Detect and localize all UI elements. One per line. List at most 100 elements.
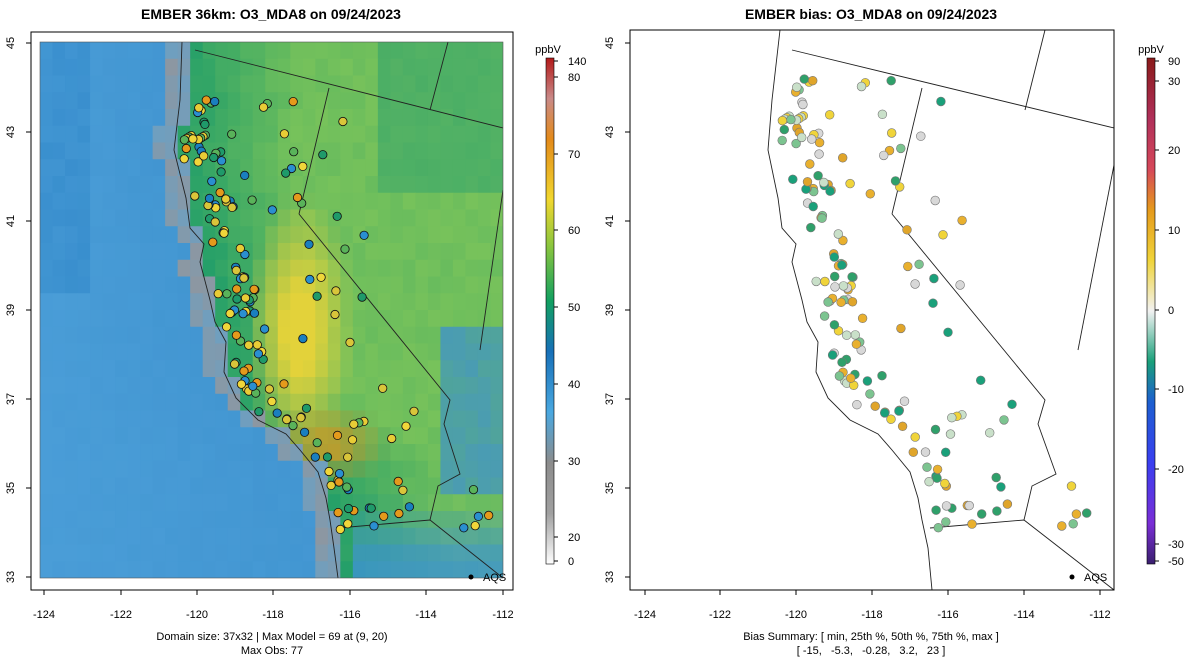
grid-cell <box>77 544 91 562</box>
grid-cell <box>227 544 241 562</box>
grid-cell <box>177 92 191 110</box>
grid-cell <box>290 58 304 77</box>
bias-marker <box>967 519 977 529</box>
grid-cell <box>465 176 479 194</box>
grid-cell <box>115 226 129 244</box>
grid-cell <box>465 259 479 278</box>
grid-cell <box>127 494 141 512</box>
grid-cell <box>202 444 216 462</box>
grid-cell <box>427 259 442 278</box>
grid-cell <box>290 527 304 546</box>
grid-cell <box>115 544 129 562</box>
grid-cell <box>252 561 266 578</box>
bias-marker <box>847 297 858 307</box>
grid-cell <box>165 259 179 278</box>
grid-cell <box>327 343 341 361</box>
grid-cell <box>452 92 467 110</box>
bias-marker <box>938 230 948 240</box>
grid-cell <box>365 159 379 177</box>
grid-cell <box>452 75 467 93</box>
y-tick-label: 41 <box>5 215 17 227</box>
grid-cell <box>165 360 179 378</box>
grid-cell <box>52 109 66 127</box>
grid-cell <box>52 310 66 328</box>
bias-marker <box>932 464 943 475</box>
grid-cell <box>140 259 154 278</box>
state-boundaries-left <box>173 42 503 578</box>
grid-cell <box>240 58 254 77</box>
grid-cell <box>302 410 316 428</box>
left-plot-border <box>30 31 514 591</box>
bias-marker <box>865 389 875 399</box>
grid-cell <box>365 561 379 578</box>
grid-cell <box>490 42 503 60</box>
grid-cell <box>115 527 129 546</box>
grid-cell <box>190 377 204 395</box>
grid-cell <box>215 477 229 495</box>
grid-cell <box>65 360 79 378</box>
site-marker <box>240 170 250 180</box>
grid-cell <box>440 142 454 160</box>
grid-cell <box>415 377 429 395</box>
site-marker <box>345 337 355 347</box>
legend-tick-label: -50 <box>1168 556 1184 568</box>
grid-cell <box>452 310 467 328</box>
grid-cell <box>265 527 279 546</box>
legend-tick-label: -10 <box>1168 384 1184 396</box>
grid-cell <box>440 226 454 244</box>
bias-marker <box>886 75 896 86</box>
grid-cell <box>127 125 141 144</box>
grid-cell <box>77 159 91 177</box>
grid-cell <box>277 259 291 278</box>
grid-cell <box>302 125 316 144</box>
y-tick-label: 35 <box>604 482 616 494</box>
grid-cell <box>302 293 316 311</box>
grid-cell <box>165 561 179 578</box>
grid-cell <box>102 293 116 311</box>
bias-marker <box>813 171 823 181</box>
grid-cell <box>315 42 329 60</box>
grid-cell <box>352 42 366 60</box>
left-map-panel: EMBER 36km: O3_MDA8 on 09/24/2023 AQS -1… <box>5 6 586 657</box>
grid-cell <box>490 444 503 462</box>
grid-cell <box>490 92 503 110</box>
grid-cell <box>40 92 54 110</box>
bias-marker <box>838 235 848 246</box>
grid-cell <box>215 561 229 578</box>
site-marker <box>259 324 270 334</box>
site-marker <box>222 322 232 332</box>
left-map-title: EMBER 36km: O3_MDA8 on 09/24/2023 <box>141 6 401 22</box>
grid-cell <box>402 276 416 294</box>
grid-cell <box>377 75 391 93</box>
grid-cell <box>302 527 316 546</box>
bias-marker <box>823 297 833 307</box>
grid-cell <box>277 192 291 211</box>
grid-cell <box>177 561 191 578</box>
grid-cell <box>440 58 454 77</box>
site-marker <box>210 217 220 227</box>
grid-cell <box>215 393 229 412</box>
bias-marker <box>819 177 829 188</box>
grid-cell <box>490 477 503 495</box>
y-tick-label: 35 <box>5 482 17 494</box>
grid-cell <box>302 460 316 479</box>
grid-cell <box>127 92 141 110</box>
bias-marker <box>943 327 953 337</box>
y-tick-label: 45 <box>5 37 17 49</box>
grid-cell <box>440 527 454 546</box>
grid-cell <box>127 477 141 495</box>
grid-cell <box>315 410 329 428</box>
right-legend-gradient <box>1146 57 1156 565</box>
bias-marker <box>837 357 847 367</box>
idaho-border <box>429 42 449 111</box>
grid-cell <box>77 109 91 127</box>
grid-cell <box>102 159 116 177</box>
bias-marker <box>834 371 845 381</box>
grid-cell <box>165 494 179 512</box>
grid-cell <box>465 460 479 479</box>
grid-cell <box>352 176 366 194</box>
left-colorbar: ppbV 140 80 70 60 50 40 30 20 0 <box>535 44 586 568</box>
grid-cell <box>465 561 479 578</box>
bias-marker <box>805 159 815 169</box>
grid-cell <box>152 58 166 77</box>
